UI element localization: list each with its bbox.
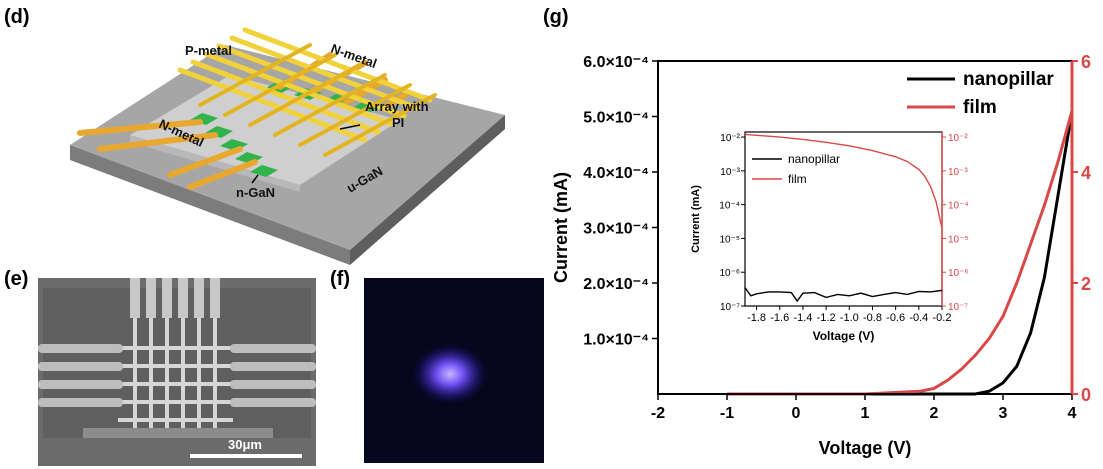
- iv-chart: -2 -1 0 1 2 3 4 1.0×10⁻⁴ 2.0×10⁻⁴ 3.0×10⁻⁴ 4.0×10⁻…: [551, 52, 1091, 458]
- inset-series-line-nanopillar: [744, 287, 943, 303]
- x-tick-label: 0: [792, 405, 801, 422]
- x-tick-label: 2: [930, 405, 939, 422]
- y-tick-label-right: 6: [1081, 52, 1091, 72]
- inset-x-tick-label: -1.2: [817, 312, 836, 324]
- emission-spot: [410, 342, 490, 406]
- sem-image: 30μm: [38, 278, 316, 466]
- inset-y-tick-label-left: 10⁻⁷: [720, 302, 740, 313]
- inset-y-tick-label-left: 10⁻²: [720, 133, 740, 144]
- substrate-side: [350, 115, 505, 265]
- p-metal-cross-lines: [198, 43, 437, 157]
- inset-y-tick-label-right: 10⁻³: [948, 167, 968, 178]
- inset-x-tick-label: -0.8: [863, 312, 882, 324]
- sem-grid: [118, 318, 233, 438]
- emission-image: [364, 278, 544, 463]
- y-tick-label-left: 3.0×10⁻⁴: [583, 221, 649, 238]
- inset-y-tick-label-left: 10⁻⁴: [719, 201, 740, 212]
- scale-bar: [190, 454, 302, 458]
- n-gan-label: n-GaN: [236, 185, 275, 200]
- inset-y-tick-label-right: 10⁻⁷: [948, 302, 968, 313]
- panel-label-g: (g): [543, 6, 569, 28]
- inset-y-tick-label-right: 10⁻⁵: [948, 234, 969, 245]
- scale-bar-label: 30μm: [228, 437, 262, 452]
- x-tick-label: -2: [651, 405, 665, 422]
- x-tick-label: 4: [1068, 405, 1077, 422]
- array-label-line2: PI: [392, 115, 404, 130]
- inset-x-tick-label: -0.4: [909, 312, 928, 324]
- inset-y-tick-label-left: 10⁻³: [720, 167, 740, 178]
- panel-label-f: (f): [330, 268, 350, 290]
- y-tick-label-left: 2.0×10⁻⁴: [583, 276, 649, 293]
- y-tick-label-right: 4: [1081, 163, 1091, 183]
- y-tick-label-right: 0: [1081, 385, 1091, 405]
- y-tick-label-right: 2: [1081, 274, 1091, 294]
- substrate-front: [70, 145, 350, 265]
- x-tick-label: -1: [720, 405, 734, 422]
- legend-label-nanopillar: nanopillar: [963, 69, 1054, 90]
- inset-series-line-film: [744, 133, 943, 229]
- n-gan-arrow: [251, 174, 259, 184]
- inset-x-tick-label: -1.6: [770, 312, 789, 324]
- inset-y-axis-label: Current (mA): [690, 185, 702, 253]
- y-axis-label: Current (mA): [551, 172, 571, 283]
- inset-y-tick-label-right: 10⁻²: [948, 133, 968, 144]
- x-tick-label: 1: [861, 405, 870, 422]
- inset-x-tick-label: -1.8: [747, 312, 766, 324]
- inset-x-tick-label: -0.6: [886, 312, 905, 324]
- y-tick-label-left: 5.0×10⁻⁴: [583, 110, 649, 127]
- inset-y-tick-label-left: 10⁻⁵: [719, 234, 740, 245]
- sem-side-fingers: [38, 344, 316, 407]
- inset-y-tick-label-right: 10⁻⁶: [948, 268, 969, 279]
- x-axis-label: Voltage (V): [819, 438, 912, 458]
- inset-x-tick-label: -1.0: [840, 312, 859, 324]
- inset-legend-label-nanopillar: nanopillar: [788, 152, 840, 166]
- array-arrow: [339, 124, 361, 130]
- inset-x-tick-label: -1.4: [793, 312, 812, 324]
- y-tick-label-left: 4.0×10⁻⁴: [583, 165, 649, 182]
- inset-y-tick-label-left: 10⁻⁶: [719, 268, 740, 279]
- sem-vertical-fingers: [130, 278, 220, 318]
- x-tick-label: 3: [999, 405, 1008, 422]
- legend-label-film: film: [963, 97, 997, 118]
- inset-y-tick-label-right: 10⁻⁴: [948, 201, 969, 212]
- y-tick-label-left: 6.0×10⁻⁴: [583, 54, 649, 71]
- inset-x-tick-label: -0.2: [933, 312, 952, 324]
- p-metal-label: P-metal: [185, 43, 232, 58]
- inset-legend-label-film: film: [788, 172, 807, 186]
- inset-frame: [744, 131, 943, 307]
- device-schematic: P-metal N-metal N-metal Array with PI n-…: [70, 27, 505, 265]
- panel-label-d: (d): [4, 6, 30, 28]
- y-tick-label-left: 1.0×10⁻⁴: [583, 332, 649, 349]
- array-label-line1: Array with: [365, 99, 429, 114]
- panel-label-e: (e): [4, 268, 29, 290]
- inset-x-axis-label: Voltage (V): [813, 329, 875, 343]
